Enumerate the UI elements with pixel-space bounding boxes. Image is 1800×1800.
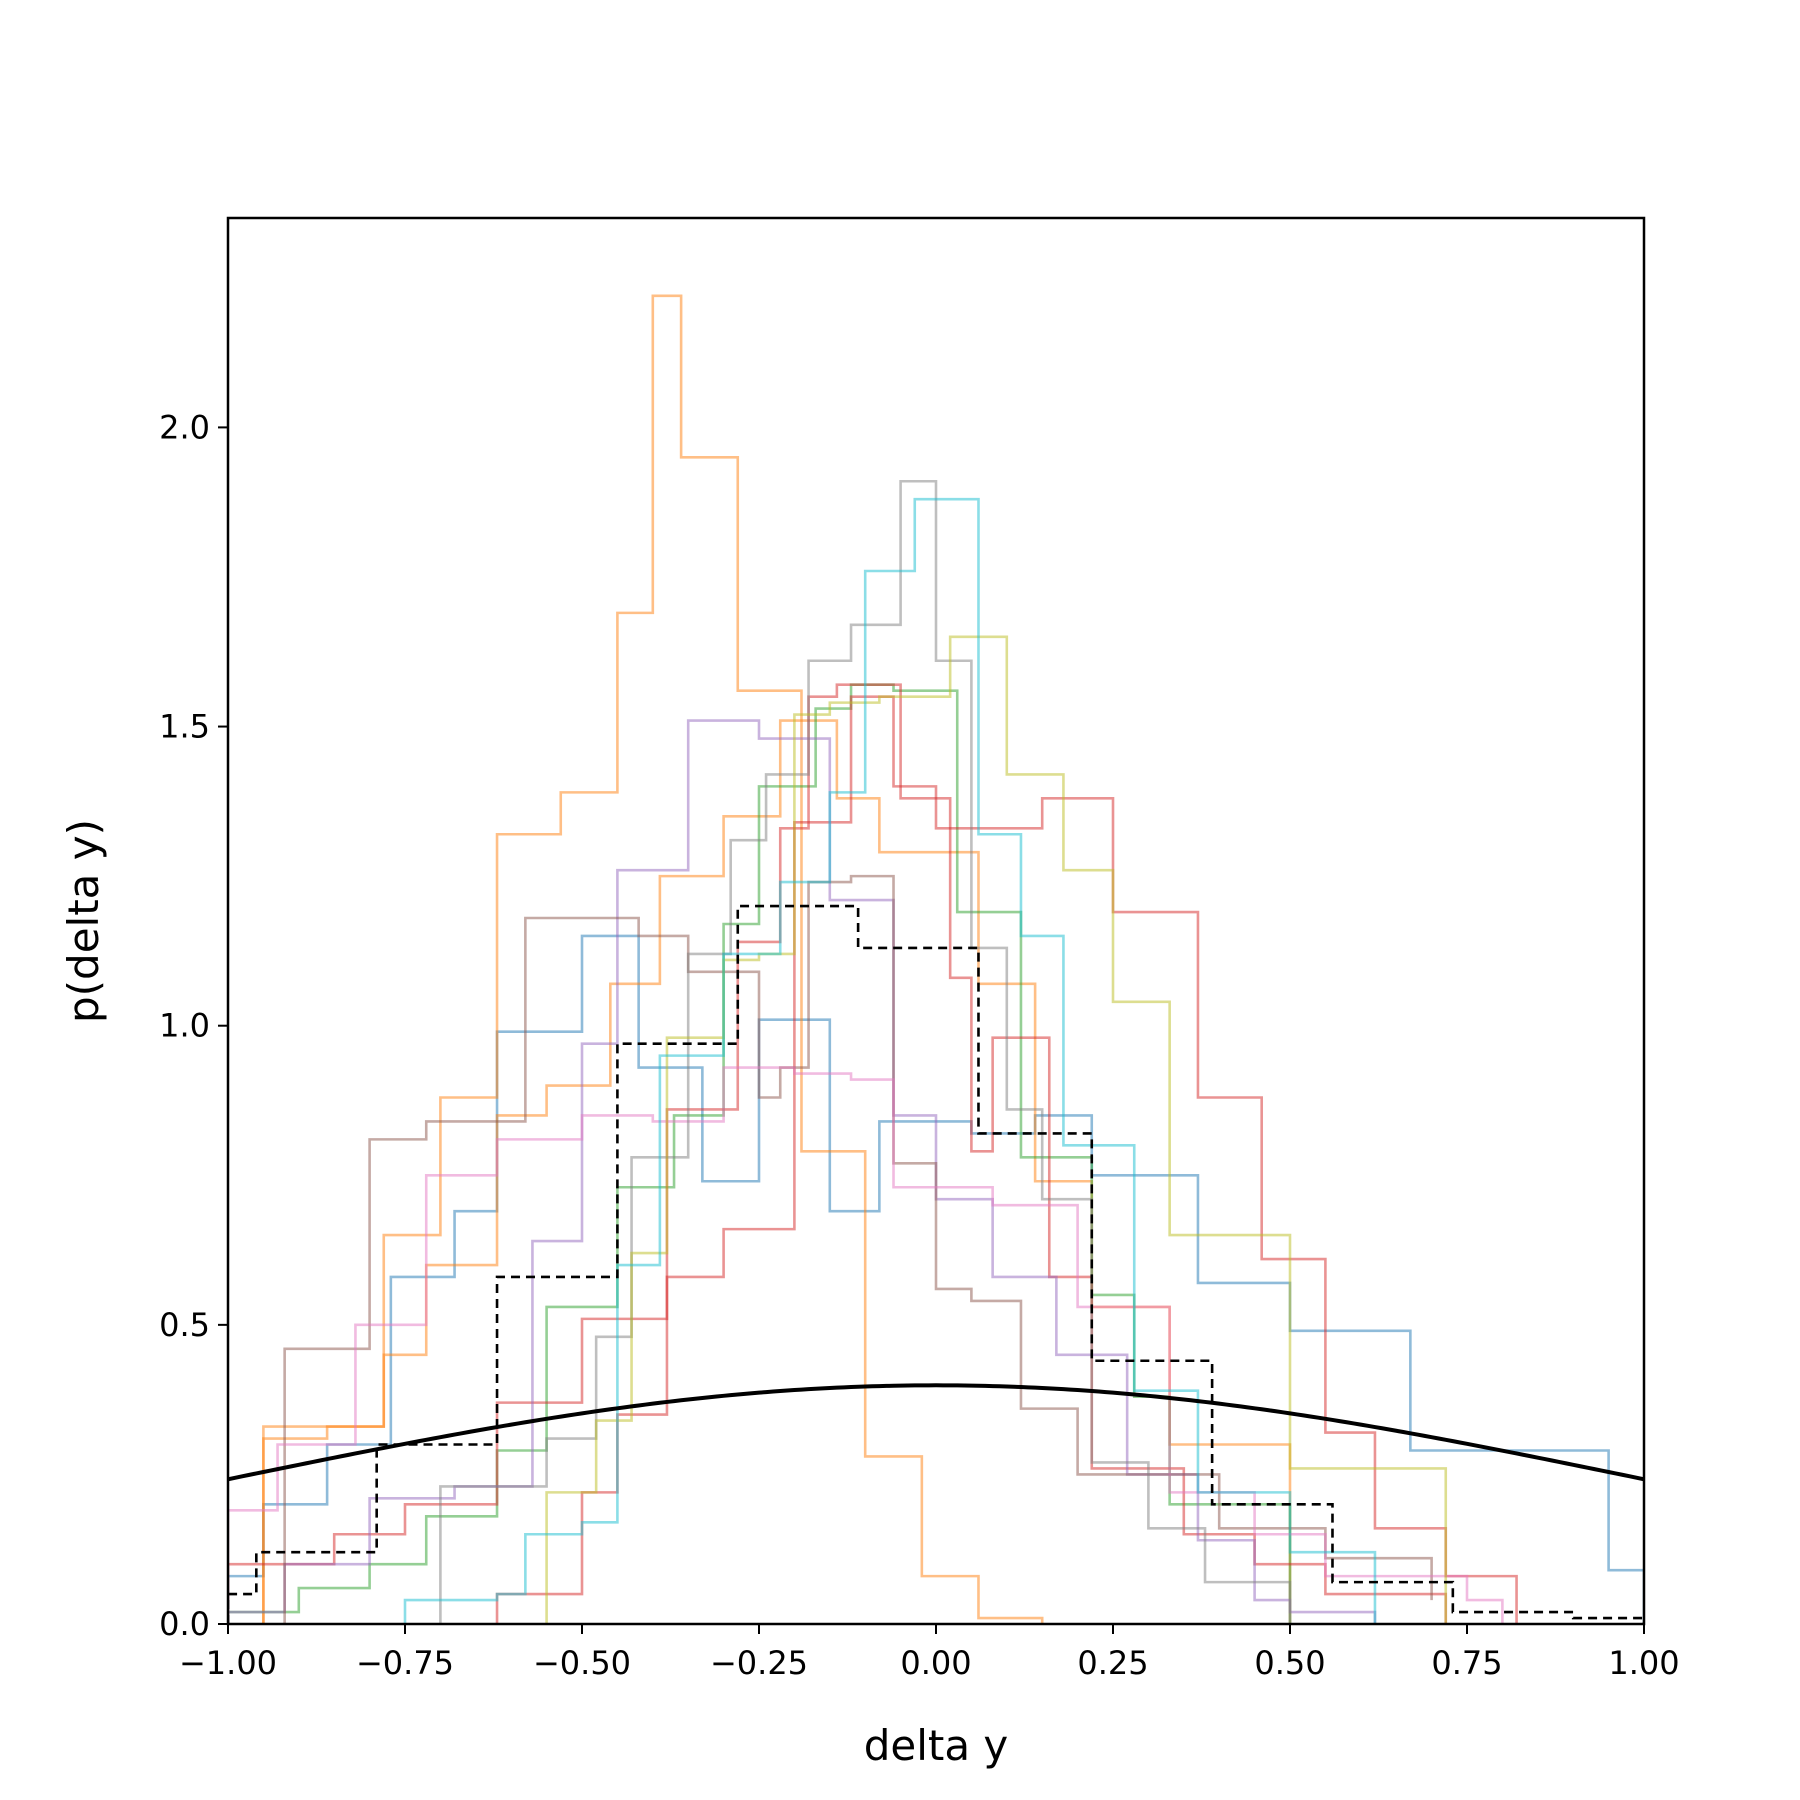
x-tick-label: −1.00 — [179, 1644, 277, 1682]
x-tick-label: −0.25 — [710, 1644, 808, 1682]
histogram-series-10 — [439, 479, 1292, 1624]
x-axis-label: delta y — [864, 1721, 1009, 1770]
x-tick-label: −0.75 — [356, 1644, 454, 1682]
histogram-series-3 — [262, 719, 1292, 1624]
y-tick-label: 2.0 — [159, 408, 210, 446]
x-tick-label: −0.50 — [533, 1644, 631, 1682]
histogram-series-5 — [228, 683, 1448, 1624]
histogram-series-9 — [228, 1066, 1504, 1624]
histogram-series-2 — [262, 294, 1044, 1624]
y-tick-label: 0.0 — [159, 1605, 210, 1643]
histogram-series-6 — [495, 695, 1518, 1624]
y-tick-label: 0.5 — [159, 1306, 210, 1344]
reference-curve — [228, 1383, 1644, 1482]
series-layer — [228, 294, 1644, 1624]
x-tick-label: 0.75 — [1431, 1644, 1502, 1682]
histogram-series-12 — [403, 497, 1377, 1624]
y-axis-ticks: 0.0 0.5 1.0 1.5 2.0 — [159, 408, 228, 1643]
y-tick-label: 1.0 — [159, 1007, 210, 1045]
y-tick-label: 1.5 — [159, 708, 210, 746]
x-tick-label: 0.00 — [900, 1644, 971, 1682]
histogram-series-8 — [283, 874, 1433, 1624]
y-axis-label: p(delta y) — [59, 819, 108, 1023]
dashed-histogram-series — [228, 904, 1644, 1624]
x-tick-label: 0.25 — [1077, 1644, 1148, 1682]
x-axis-ticks: −1.00 −0.75 −0.50 −0.25 0.00 0.25 0.50 0.75 1.00 — [179, 1624, 1680, 1682]
histogram-series-11 — [545, 635, 1448, 1624]
x-tick-label: 1.00 — [1608, 1644, 1679, 1682]
x-tick-label: 0.50 — [1254, 1644, 1325, 1682]
